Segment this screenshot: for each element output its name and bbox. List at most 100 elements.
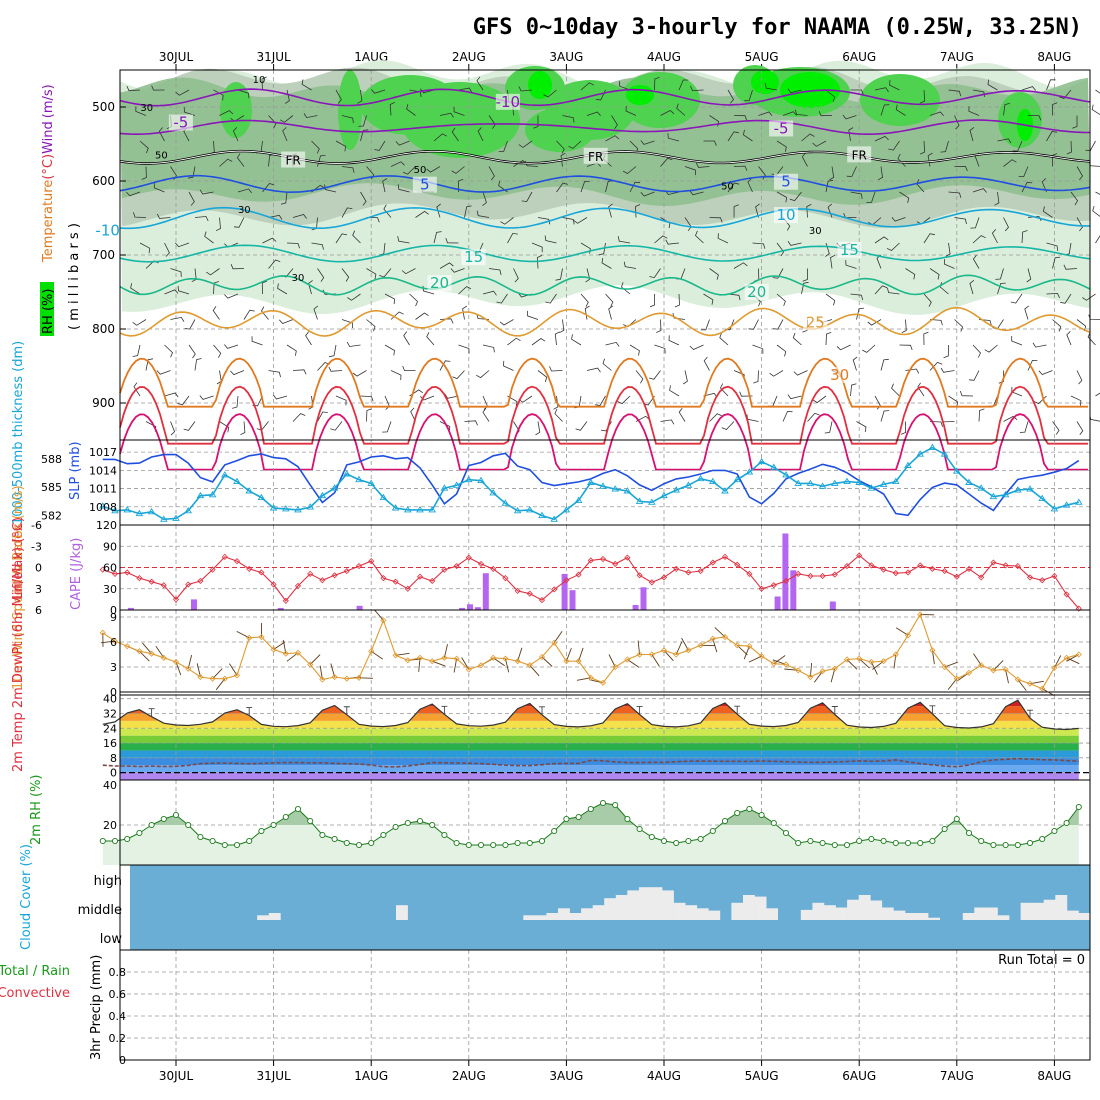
wind-barb <box>139 140 149 154</box>
wind-barb <box>769 370 784 377</box>
contour-label-bg <box>412 176 437 193</box>
wind-barb <box>488 166 495 181</box>
wind-barb <box>1082 293 1096 301</box>
wind-barb <box>236 630 250 639</box>
lifted-index-marker <box>502 575 509 582</box>
wind-barb <box>802 268 808 282</box>
lifted-index-marker <box>868 562 875 569</box>
wind-barb <box>527 310 539 320</box>
wind-barb <box>145 358 154 371</box>
lifted-index-tick-label: 3 <box>35 583 42 596</box>
wind-barb <box>212 668 223 680</box>
cloud-bar <box>708 910 721 920</box>
temperature-contour-label: -10 <box>95 222 120 240</box>
wind-speed-marker <box>502 655 509 662</box>
wind-barb <box>164 289 179 295</box>
wind-barb <box>229 663 238 676</box>
wind-barb <box>635 204 641 218</box>
wind-barb <box>948 89 962 97</box>
wind-barb <box>850 383 857 397</box>
rh-shading <box>400 82 520 158</box>
slp-tick-label: 1017 <box>89 446 117 459</box>
rh-marker <box>526 839 533 847</box>
wind-barb <box>499 319 514 326</box>
contour-label-bg <box>583 147 608 164</box>
thickness-marker <box>306 503 314 510</box>
wind-barb <box>305 331 312 346</box>
cape-bar <box>774 596 781 610</box>
contour-label-bg <box>803 314 828 331</box>
wind-barb <box>215 217 221 232</box>
wind-barb <box>801 133 815 142</box>
cloud-bar <box>1066 910 1079 920</box>
wind-barb <box>689 344 704 350</box>
wind-barb <box>575 421 588 431</box>
wind-speed-marker <box>880 658 887 665</box>
wind-speed-marker <box>185 665 192 672</box>
date-label-top: 3AUG <box>549 50 583 64</box>
wind-barb <box>444 393 459 399</box>
wind-barb <box>929 111 944 117</box>
wind-speed-marker <box>429 658 436 665</box>
wind-barb <box>654 344 666 354</box>
thickness-marker <box>379 493 388 501</box>
wind-barb <box>573 217 588 224</box>
wind-barb <box>867 319 882 326</box>
contour-label-bg <box>427 275 452 292</box>
wind-barb <box>1038 370 1053 375</box>
wind-barb <box>243 309 255 320</box>
rh-legend-swatch <box>40 282 54 336</box>
temperature-contour-label: 30 <box>830 366 849 384</box>
rh-marker <box>185 821 192 829</box>
temperature-contour-label: 10 <box>776 206 795 224</box>
lifted-index-marker <box>941 567 948 575</box>
thickness-marker <box>123 506 131 513</box>
thickness-marker <box>916 450 924 457</box>
cape-bar <box>790 570 797 610</box>
wind-speed-marker <box>868 658 875 666</box>
temperature-contour-label: -5 <box>173 114 188 132</box>
wind-barb <box>1095 392 1100 397</box>
wind-barb <box>917 382 925 397</box>
rh-marker <box>331 835 338 843</box>
temperature-contour-label: -5 <box>774 119 789 137</box>
pressure-tick-label: 900 <box>92 396 115 410</box>
wind-barb <box>482 191 487 207</box>
wind-barb <box>286 652 299 662</box>
thickness-tick-label: 585 <box>41 481 62 494</box>
wind-barb <box>360 191 367 206</box>
wind-barb <box>1072 115 1078 129</box>
wind-barb <box>617 395 631 405</box>
wind-barb <box>889 80 900 91</box>
cloud-bar <box>731 902 744 920</box>
wind-barb <box>562 115 575 123</box>
wind-barb <box>261 76 267 91</box>
contour-label-bg <box>744 284 769 300</box>
wind-barb <box>213 281 220 295</box>
wind-barb <box>1066 140 1072 155</box>
lifted-index-tick-label: 0 <box>35 562 42 575</box>
temperature-contour <box>119 357 1088 408</box>
lifted-index-marker <box>782 577 790 585</box>
wind-barb <box>1046 242 1058 251</box>
rh-marker <box>843 841 851 849</box>
lifted-index-marker <box>392 578 399 585</box>
max-min-bar <box>734 705 741 715</box>
wind-barb <box>812 395 827 404</box>
wind-barb <box>846 659 858 670</box>
lifted-index-marker <box>721 553 729 560</box>
rh-marker <box>197 833 204 841</box>
rh-marker <box>734 809 741 817</box>
precip-legend-total: Total / Rain <box>0 964 70 979</box>
rh-contour-label: 50 <box>155 150 168 161</box>
wind-barb <box>1041 178 1047 193</box>
wind-barb <box>366 166 375 180</box>
wind-barb <box>665 239 680 245</box>
wind-barb <box>727 89 734 104</box>
thickness-tick-label: 582 <box>41 510 62 523</box>
contour-label-bg <box>847 146 872 163</box>
contour-label-bg <box>774 207 798 224</box>
date-axis-top: 30JUL 31JUL 1AUG 2AUG 3AUG 4AUG 5AUG 6AUG 7AUG 8A… <box>159 50 1071 70</box>
rh-marker <box>1063 819 1070 827</box>
wind-barb <box>521 191 533 203</box>
